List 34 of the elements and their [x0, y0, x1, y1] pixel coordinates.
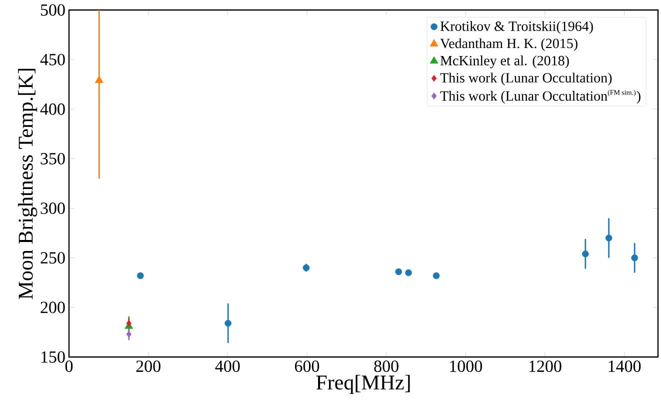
x-tick-label: 200 — [136, 360, 160, 372]
point — [224, 320, 232, 327]
y-axis-title: Moon Brightness Temp.[K] — [18, 68, 38, 300]
x-tick-label: 1200 — [529, 360, 562, 372]
point — [136, 272, 144, 280]
legend-label: Vedantham H. K. (2015) — [440, 38, 578, 52]
legend-label: This work (Lunar Occultation) — [440, 72, 612, 86]
point — [405, 269, 412, 276]
x-tick-label: 600 — [294, 360, 320, 372]
point — [395, 268, 402, 276]
x-tick-label: 1400 — [608, 360, 641, 372]
y-tick-label: 450 — [40, 54, 65, 66]
point — [631, 254, 638, 262]
x-tick-label: 1000 — [450, 360, 482, 372]
x-tick-label: 0 — [65, 360, 73, 372]
point — [432, 272, 440, 280]
y-tick-label: 200 — [40, 302, 65, 314]
point — [126, 330, 132, 338]
legend-label: Krotikov & Troitskii(1964) — [440, 21, 593, 34]
point — [582, 250, 589, 258]
point — [302, 264, 310, 272]
y-tick-label: 500 — [40, 4, 65, 16]
legend-label: McKinley et al. (2018) — [440, 56, 569, 68]
y-tick-label: 250 — [40, 252, 65, 264]
x-tick-label: 800 — [374, 360, 398, 372]
y-tick-label: 400 — [40, 103, 65, 115]
y-tick-label: 350 — [40, 152, 65, 164]
y-tick-label: 300 — [40, 202, 65, 214]
point — [94, 76, 104, 83]
x-axis-title: Freq[MHz] — [316, 374, 410, 394]
y-tick-label: 150 — [41, 351, 65, 363]
point — [605, 234, 612, 242]
legend-label: $\mbox{This work (Lunar Occultation}^{\mbox{\scriptsize (FM sim.)}}\mbox{)}$ — [440, 90, 640, 104]
x-tick-label: 400 — [215, 360, 240, 372]
